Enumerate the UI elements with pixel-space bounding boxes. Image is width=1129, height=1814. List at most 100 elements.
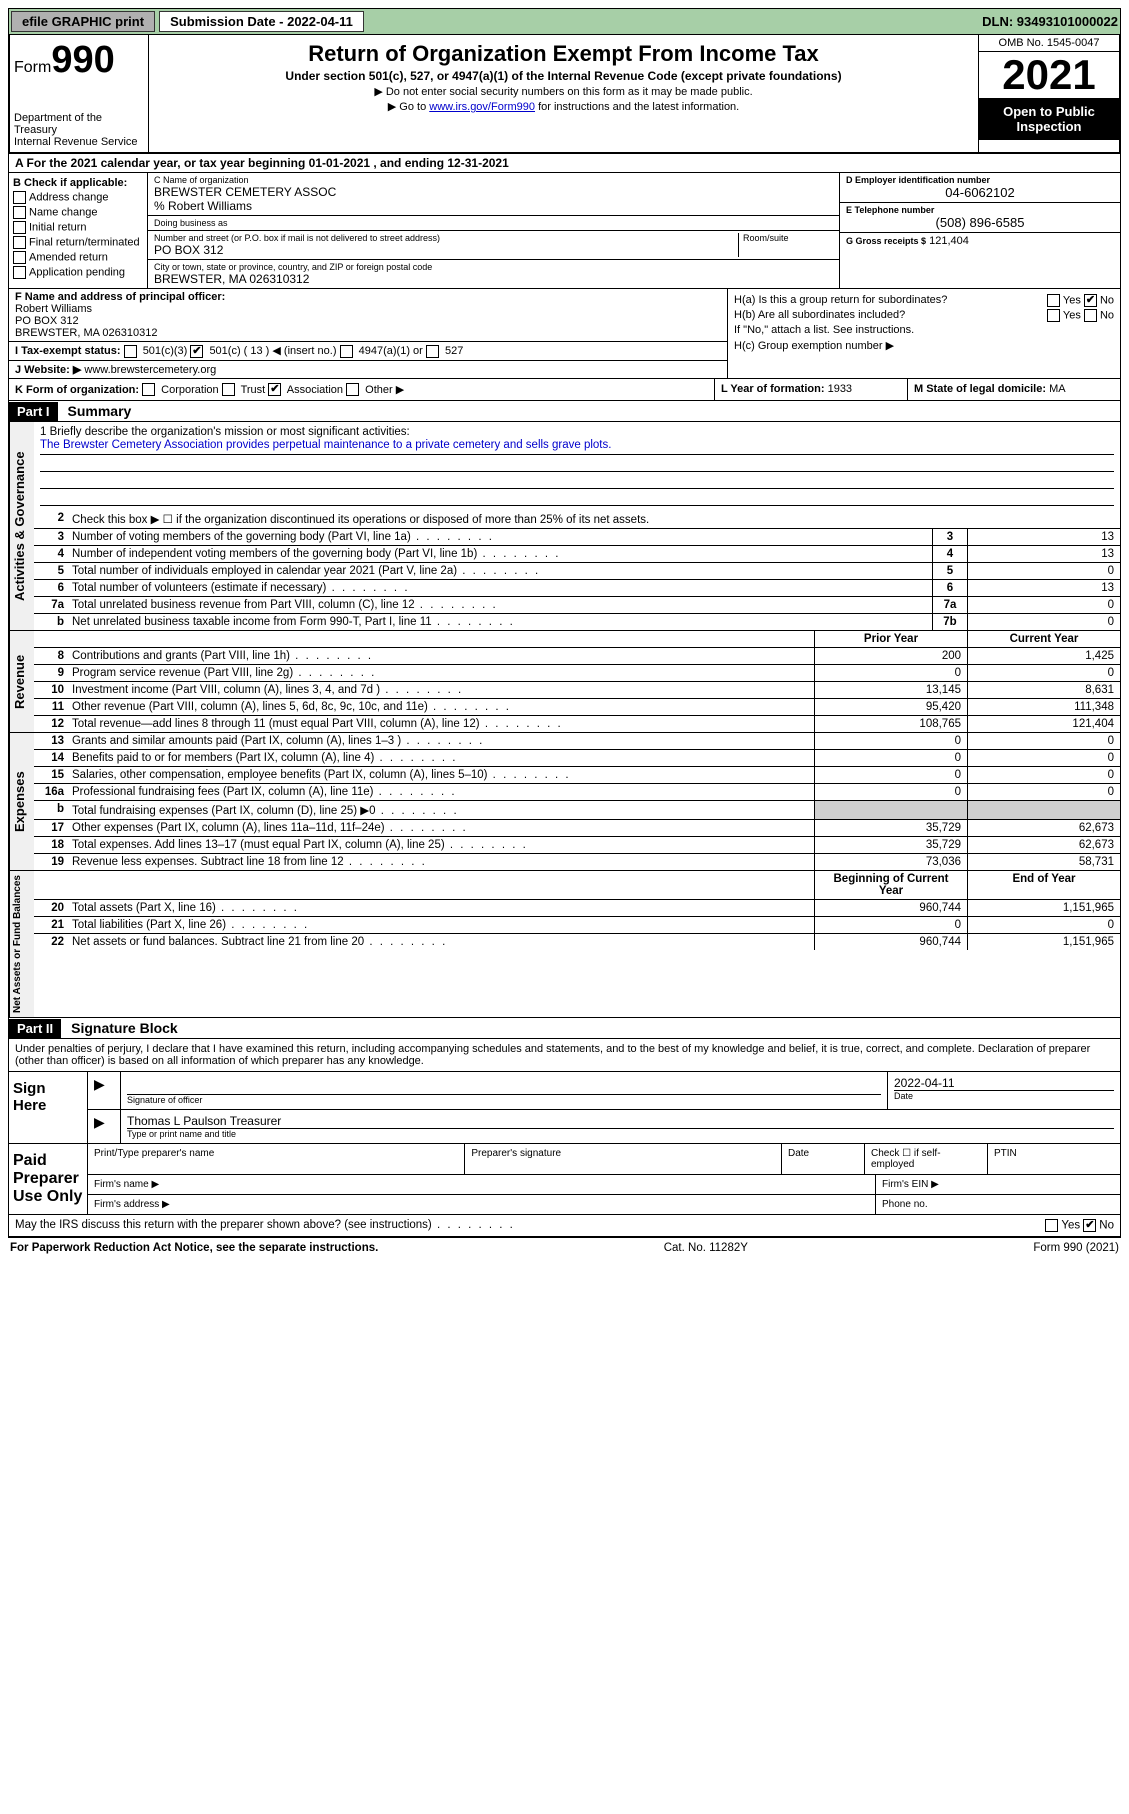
checkbox-icon[interactable] [1047,294,1060,307]
header-block: Form990 Department of the Treasury Inter… [8,35,1121,154]
checkbox-icon[interactable]: ✔ [190,345,203,358]
efile-button[interactable]: efile GRAPHIC print [11,11,155,32]
line-val: 0 [967,597,1120,613]
line-desc: Other expenses (Part IX, column (A), lin… [68,820,814,836]
rev-section: Revenue Prior Year Current Year 8 Contri… [8,631,1121,733]
checkbox-icon[interactable] [340,345,353,358]
line-desc: Net unrelated business taxable income fr… [68,614,932,630]
name-label: Type or print name and title [127,1128,1114,1139]
curr-val: 58,731 [967,854,1120,870]
summary-line: 4 Number of independent voting members o… [34,546,1120,563]
line-num: 9 [34,665,68,681]
line-num: 18 [34,837,68,853]
fgh-left: F Name and address of principal officer:… [9,289,728,378]
sign-here-label: Sign Here [9,1072,88,1143]
line-desc: Number of voting members of the governin… [68,529,932,545]
form-subtitle: Under section 501(c), 527, or 4947(a)(1)… [153,69,974,83]
summary-line: 9 Program service revenue (Part VIII, li… [34,665,1120,682]
line-num: 5 [34,563,68,579]
line-num: 10 [34,682,68,698]
line-desc: Total expenses. Add lines 13–17 (must eq… [68,837,814,853]
line-desc: Total fundraising expenses (Part IX, col… [68,801,814,819]
ein-label: D Employer identification number [846,175,1114,185]
opt-501c: 501(c) ( 13 ) ◀ (insert no.) [209,345,336,357]
sign-here-table: Sign Here ▶ Signature of officer 2022-04… [8,1072,1121,1144]
checkbox-icon[interactable] [426,345,439,358]
i-label: I Tax-exempt status: [15,345,121,357]
curr-val: 0 [967,767,1120,783]
firm-addr-label: Firm's address ▶ [88,1195,876,1214]
b-addr-change: Address change [29,191,109,203]
checkbox-icon[interactable] [124,345,137,358]
line-val: 0 [967,614,1120,630]
summary-line: 13 Grants and similar amounts paid (Part… [34,733,1120,750]
line-desc: Net assets or fund balances. Subtract li… [68,934,814,950]
irs-link[interactable]: www.irs.gov/Form990 [429,101,535,113]
prior-val: 0 [814,767,967,783]
checkbox-icon[interactable] [13,266,26,279]
opt-4947: 4947(a)(1) or [359,345,423,357]
checkbox-icon[interactable] [222,383,235,396]
line-num: 14 [34,750,68,766]
arrow-icon: ▶ [94,1114,105,1130]
arrow-icon: ▶ [94,1076,105,1092]
line-val: 13 [967,580,1120,596]
na-vert-label: Net Assets or Fund Balances [9,871,34,1017]
curr-val: 1,151,965 [967,934,1120,950]
form-label: Form [14,59,51,76]
checkbox-icon[interactable] [346,383,359,396]
part2-title: Signature Block [61,1018,188,1038]
prior-val: 960,744 [814,900,967,916]
summary-line: 17 Other expenses (Part IX, column (A), … [34,820,1120,837]
checkbox-icon[interactable] [1047,309,1060,322]
summary-line: 6 Total number of volunteers (estimate i… [34,580,1120,597]
curr-val: 0 [967,733,1120,749]
firm-ein-label: Firm's EIN ▶ [876,1175,1120,1194]
part1-bar: Part I Summary [8,401,1121,422]
checkbox-icon[interactable]: ✔ [1084,294,1097,307]
firm-name-label: Firm's name ▶ [88,1175,876,1194]
summary-line: b Net unrelated business taxable income … [34,614,1120,630]
part1-label: Part I [9,402,58,421]
checkbox-icon[interactable] [142,383,155,396]
checkbox-icon[interactable] [1084,309,1097,322]
b-title: B Check if applicable: [13,177,143,189]
checkbox-icon[interactable] [1045,1219,1058,1232]
summary-line: 15 Salaries, other compensation, employe… [34,767,1120,784]
dln-label: DLN: 93493101000022 [982,14,1118,29]
k-other: Other ▶ [365,384,404,396]
line-desc: Total revenue—add lines 8 through 11 (mu… [68,716,814,732]
curr-val: 0 [967,750,1120,766]
checkbox-icon[interactable]: ✔ [268,383,281,396]
col-c: C Name of organization BREWSTER CEMETERY… [148,173,840,288]
hb-row: H(b) Are all subordinates included? Yes … [734,309,1114,321]
b-name-change: Name change [29,206,98,218]
mission-blank [40,472,1114,489]
gross-label: G Gross receipts $ [846,236,926,246]
ha-label: H(a) Is this a group return for subordin… [734,294,947,306]
checkbox-icon[interactable] [13,236,26,249]
rev-header: Prior Year Current Year [34,631,1120,648]
col-b: B Check if applicable: Address change Na… [9,173,148,288]
summary-line: 22 Net assets or fund balances. Subtract… [34,934,1120,950]
line-desc: Total unrelated business revenue from Pa… [68,597,932,613]
line-desc: Total number of individuals employed in … [68,563,932,579]
checkbox-icon[interactable] [13,251,26,264]
checkbox-icon[interactable]: ✔ [1083,1219,1096,1232]
line-num: 15 [34,767,68,783]
room-label: Room/suite [743,233,833,243]
prior-val: 73,036 [814,854,967,870]
line-num: 7a [34,597,68,613]
curr-val: 111,348 [967,699,1120,715]
curr-val: 8,631 [967,682,1120,698]
header-left: Form990 Department of the Treasury Inter… [10,35,149,152]
k-corp: Corporation [161,384,218,396]
mission-block: 1 Briefly describe the organization's mi… [34,422,1120,510]
line-desc: Check this box ▶ ☐ if the organization d… [68,510,1120,528]
checkbox-icon[interactable] [13,206,26,219]
line-box: 3 [932,529,967,545]
hc-row: H(c) Group exemption number ▶ [734,339,1114,352]
checkbox-icon[interactable] [13,191,26,204]
checkbox-icon[interactable] [13,221,26,234]
line-i: I Tax-exempt status: 501(c)(3) ✔ 501(c) … [9,342,727,361]
